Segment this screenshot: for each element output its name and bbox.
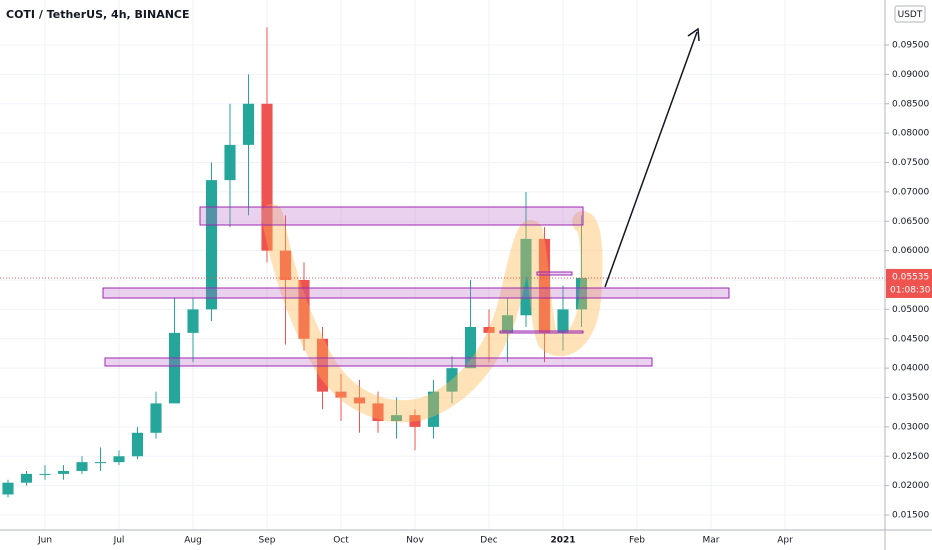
candle-body: [2, 482, 14, 495]
candle-body: [335, 391, 347, 398]
x-tick-label: Apr: [777, 536, 793, 546]
candle-body: [409, 415, 421, 427]
candle-body: [224, 144, 236, 181]
range-zone: [536, 271, 573, 276]
candle-body: [353, 397, 366, 404]
x-tick-label: 2021: [550, 536, 575, 546]
candle-body: [390, 415, 403, 422]
y-tick-label: 0.03000: [892, 422, 929, 432]
candle-body: [39, 473, 51, 475]
candle-body: [20, 473, 33, 483]
candle-body: [242, 103, 255, 145]
x-tick-label: Nov: [406, 536, 424, 546]
candle-body: [520, 238, 532, 316]
y-tick-label: 0.02500: [892, 452, 929, 462]
drawings: [102, 27, 730, 423]
arrow-head: [687, 27, 700, 42]
last-price-label: 0.05535: [892, 272, 929, 282]
candle-body: [501, 315, 514, 333]
y-tick-label: 0.04500: [892, 334, 929, 344]
x-tick-label: Dec: [480, 536, 497, 546]
x-tick-label: Aug: [184, 536, 202, 546]
candle-body: [316, 338, 329, 392]
support-zone: [102, 287, 730, 299]
y-tick-label: 0.09500: [892, 41, 929, 51]
y-tick-label: 0.06000: [892, 246, 929, 256]
chart-title: COTI / TetherUS, 4h, BINANCE: [6, 8, 190, 21]
candle-body: [538, 238, 551, 333]
candle-body: [94, 462, 107, 464]
x-tick-label: Jul: [113, 536, 125, 546]
x-tick-label: Mar: [703, 536, 720, 546]
countdown: 01:08:30: [890, 285, 931, 295]
candle-body: [113, 456, 125, 463]
candle-body: [76, 462, 88, 471]
candle-body: [298, 280, 310, 339]
y-tick-label: 0.01500: [892, 511, 929, 521]
arrow: [604, 31, 698, 288]
y-tick-label: 0.04000: [892, 364, 929, 374]
x-tick-label: Sep: [259, 536, 276, 546]
y-tick-label: 0.08000: [892, 129, 929, 139]
y-tick-label: 0.07000: [892, 187, 929, 197]
candle-body: [261, 103, 273, 251]
candle-body: [464, 327, 477, 369]
currency-label: USDT: [898, 10, 923, 20]
candle-body: [131, 432, 144, 457]
y-tick-label: 0.08500: [892, 99, 929, 109]
candle-body: [57, 470, 70, 474]
y-tick-label: 0.06500: [892, 217, 929, 227]
range-zone: [499, 330, 584, 334]
candle-body: [372, 403, 384, 422]
support-zone: [104, 357, 653, 367]
candles: [2, 27, 588, 498]
candle-body: [483, 327, 495, 333]
currency-badge[interactable]: [894, 5, 926, 23]
y-tick-label: 0.05000: [892, 305, 929, 315]
candle-body: [187, 309, 199, 333]
y-tick-label: 0.02000: [892, 481, 929, 491]
last-price-badge: [886, 268, 932, 298]
candle-body: [205, 180, 218, 310]
x-tick-label: Jun: [37, 536, 52, 546]
y-tick-label: 0.07500: [892, 158, 929, 168]
y-tick-label: 0.09000: [892, 70, 929, 80]
x-tick-label: Oct: [333, 536, 349, 546]
x-tick-label: Feb: [629, 536, 645, 546]
highlight-path: [261, 204, 603, 423]
candle-body: [150, 403, 162, 433]
candle-body: [168, 332, 181, 404]
y-tick-label: 0.03500: [892, 393, 929, 403]
candle-body: [446, 368, 458, 392]
candle-body: [427, 391, 440, 427]
resistance-zone: [199, 206, 584, 226]
candle-body: [557, 309, 569, 333]
candle-body: [575, 277, 588, 310]
candle-body: [279, 250, 292, 281]
